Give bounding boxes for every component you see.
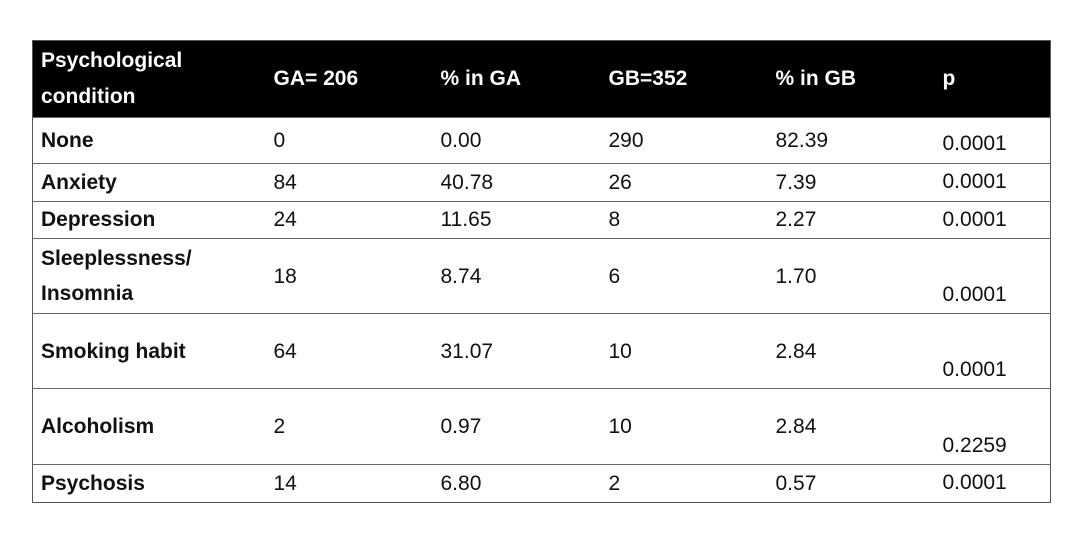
header-cell: % in GA <box>432 40 601 118</box>
cell: 11.65 <box>432 200 601 239</box>
cell: 2 <box>265 388 433 465</box>
row-label: Sleeplessness/ Insomnia <box>32 238 266 314</box>
cell: 8.74 <box>432 238 601 314</box>
cell: 0.0001 <box>934 313 1051 389</box>
header-cell: % in GB <box>767 40 935 118</box>
cell: 7.39 <box>767 163 935 202</box>
cell: 2.27 <box>767 200 935 239</box>
table-row: Alcoholism 2 0.97 10 2.84 0.2259 <box>32 388 1051 465</box>
cell: 0.2259 <box>934 388 1051 465</box>
table-row: Depression 24 11.65 8 2.27 0.0001 <box>32 200 1051 239</box>
row-label: Psychosis <box>32 464 266 503</box>
row-label: Anxiety <box>32 163 266 202</box>
cell: 0.57 <box>767 464 935 503</box>
table-header: Psychological condition GA= 206% in GA GB=… <box>32 40 1051 118</box>
cell: 0 <box>265 117 433 164</box>
table-row: Anxiety 84 40.78 26 7.39 0.0001 <box>32 163 1051 202</box>
cell: 0.0001 <box>934 464 1051 503</box>
cell: 10 <box>600 313 768 389</box>
header-cell: Psychological condition <box>32 40 266 118</box>
table-row: None 0 0.00 290 82.39 0.0001 <box>32 117 1051 164</box>
table-row: Sleeplessness/ Insomnia 18 8.74 6 1.70 0.0001 <box>32 238 1051 314</box>
cell: 2.84 <box>767 313 935 389</box>
cell: 0.0001 <box>934 200 1051 239</box>
cell: 40.78 <box>432 163 601 202</box>
table-body: None 0 0.00 290 82.39 0.0001 Anxiety 84 40.78 26 7… <box>32 117 1051 503</box>
table-row: Smoking habit 64 31.07 10 2.84 0.0001 <box>32 313 1051 389</box>
row-label: Alcoholism <box>32 388 266 465</box>
cell: 18 <box>265 238 433 314</box>
data-table: Psychological condition GA= 206% in GA GB=… <box>32 40 1051 504</box>
cell: 6 <box>600 238 768 314</box>
cell: 0.0001 <box>934 163 1051 202</box>
cell: 0.97 <box>432 388 601 465</box>
header-cell: p <box>934 40 1051 118</box>
cell: 0.0001 <box>934 117 1051 164</box>
cell: 2.84 <box>767 388 935 465</box>
cell: 2 <box>600 464 768 503</box>
cell: 31.07 <box>432 313 601 389</box>
cell: 290 <box>600 117 768 164</box>
header-cell: GB=352 <box>600 40 768 118</box>
header-row: Psychological condition GA= 206% in GA GB=… <box>32 40 1051 118</box>
cell: 0.0001 <box>934 238 1051 314</box>
cell: 1.70 <box>767 238 935 314</box>
cell: 0.00 <box>432 117 601 164</box>
cell: 8 <box>600 200 768 239</box>
row-label: Depression <box>32 200 266 239</box>
cell: 14 <box>265 464 433 503</box>
row-label: Smoking habit <box>32 313 266 389</box>
cell: 26 <box>600 163 768 202</box>
header-cell: GA= 206 <box>265 40 433 118</box>
cell: 64 <box>265 313 433 389</box>
cell: 6.80 <box>432 464 601 503</box>
cell: 84 <box>265 163 433 202</box>
cell: 24 <box>265 200 433 239</box>
table-row: Psychosis 14 6.80 2 0.57 0.0001 <box>32 464 1051 503</box>
cell: 82.39 <box>767 117 935 164</box>
row-label: None <box>32 117 266 164</box>
cell: 10 <box>600 388 768 465</box>
